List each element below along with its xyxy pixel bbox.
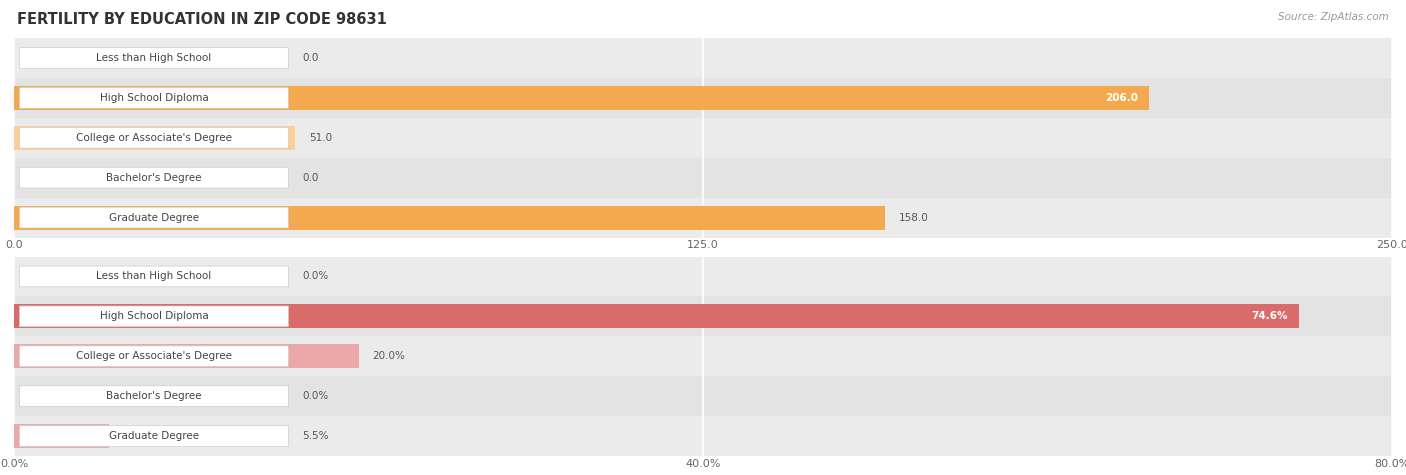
Bar (14, 158, 1392, 198)
Text: 20.0%: 20.0% (373, 351, 405, 361)
Text: 158.0: 158.0 (898, 212, 928, 223)
Bar (14, 416, 1392, 456)
Text: 206.0: 206.0 (1105, 93, 1139, 103)
Bar (14, 126, 295, 150)
FancyBboxPatch shape (20, 207, 288, 228)
Text: College or Associate's Degree: College or Associate's Degree (76, 351, 232, 361)
Text: Source: ZipAtlas.com: Source: ZipAtlas.com (1278, 12, 1389, 22)
FancyBboxPatch shape (20, 127, 288, 148)
Text: Bachelor's Degree: Bachelor's Degree (107, 391, 201, 401)
Bar (14, 78, 1392, 118)
Text: Graduate Degree: Graduate Degree (108, 431, 200, 441)
Text: 5.5%: 5.5% (302, 431, 329, 441)
Text: Less than High School: Less than High School (96, 53, 211, 63)
Bar (14, 296, 1392, 336)
FancyBboxPatch shape (20, 48, 288, 68)
Bar (14, 86, 1150, 110)
FancyBboxPatch shape (20, 266, 288, 287)
Text: 0.0%: 0.0% (302, 391, 328, 401)
Bar (14, 304, 1299, 328)
FancyBboxPatch shape (20, 426, 288, 446)
Text: High School Diploma: High School Diploma (100, 93, 208, 103)
Bar (14, 118, 1392, 158)
Text: College or Associate's Degree: College or Associate's Degree (76, 133, 232, 143)
Bar (14, 198, 1392, 238)
Bar (14, 376, 1392, 416)
Bar (14, 344, 359, 368)
FancyBboxPatch shape (20, 306, 288, 327)
Text: 0.0: 0.0 (302, 172, 318, 183)
Text: High School Diploma: High School Diploma (100, 311, 208, 322)
FancyBboxPatch shape (20, 167, 288, 188)
Bar (14, 336, 1392, 376)
Text: 0.0: 0.0 (302, 53, 318, 63)
Text: Bachelor's Degree: Bachelor's Degree (107, 172, 201, 183)
Text: Less than High School: Less than High School (96, 271, 211, 282)
Bar (14, 256, 1392, 296)
FancyBboxPatch shape (20, 346, 288, 367)
Text: FERTILITY BY EDUCATION IN ZIP CODE 98631: FERTILITY BY EDUCATION IN ZIP CODE 98631 (17, 12, 387, 27)
Bar (14, 38, 1392, 78)
Bar (14, 424, 108, 448)
Text: Graduate Degree: Graduate Degree (108, 212, 200, 223)
Bar (14, 206, 884, 229)
FancyBboxPatch shape (20, 386, 288, 407)
Text: 0.0%: 0.0% (302, 271, 328, 282)
Text: 51.0: 51.0 (309, 133, 332, 143)
FancyBboxPatch shape (20, 87, 288, 108)
Text: 74.6%: 74.6% (1251, 311, 1288, 322)
